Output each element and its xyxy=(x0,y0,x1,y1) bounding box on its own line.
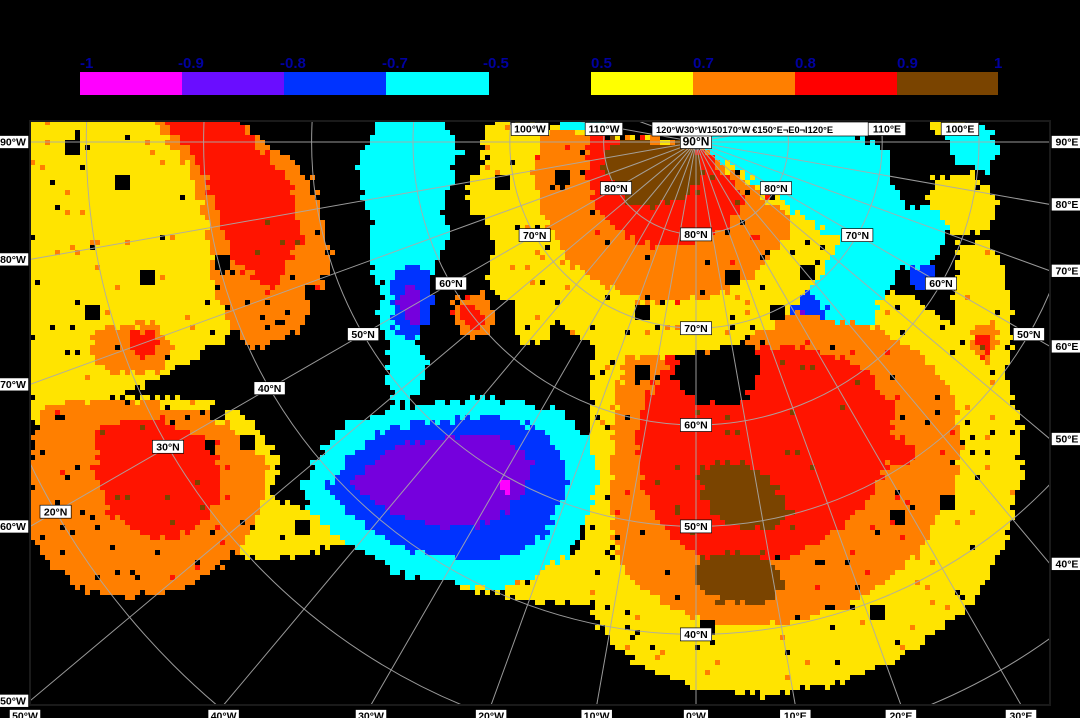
svg-text:-0.7: -0.7 xyxy=(382,55,408,72)
svg-text:10°W: 10°W xyxy=(584,711,610,718)
svg-text:0.5: 0.5 xyxy=(591,55,612,72)
svg-text:0.7: 0.7 xyxy=(693,55,714,72)
svg-text:90°N: 90°N xyxy=(683,135,710,149)
svg-text:10°E: 10°E xyxy=(784,711,807,718)
svg-text:100°E: 100°E xyxy=(946,124,975,136)
svg-text:60°N: 60°N xyxy=(929,278,952,290)
svg-text:80°N: 80°N xyxy=(764,183,787,195)
svg-text:80°N: 80°N xyxy=(604,183,627,195)
svg-text:60°E: 60°E xyxy=(1056,341,1079,353)
svg-text:-0.5: -0.5 xyxy=(483,55,509,72)
svg-text:110°W: 110°W xyxy=(588,124,619,136)
svg-text:0.8: 0.8 xyxy=(795,55,816,72)
svg-text:110°E: 110°E xyxy=(873,124,901,136)
svg-text:70°N: 70°N xyxy=(523,230,546,242)
svg-text:60°N: 60°N xyxy=(439,278,462,290)
svg-text:120°W30°W150170°W €150°E¬E0¬I1: 120°W30°W150170°W €150°E¬E0¬I120°E xyxy=(656,125,833,135)
svg-text:-0.8: -0.8 xyxy=(280,55,306,72)
svg-text:0.9: 0.9 xyxy=(897,55,918,72)
svg-text:70°W: 70°W xyxy=(0,379,26,391)
svg-text:90°W: 90°W xyxy=(0,137,26,149)
svg-text:50°W: 50°W xyxy=(12,711,38,718)
svg-text:20°W: 20°W xyxy=(478,711,504,718)
svg-text:40°N: 40°N xyxy=(684,629,707,641)
svg-text:50°N: 50°N xyxy=(351,329,374,341)
svg-text:60°W: 60°W xyxy=(0,521,26,533)
svg-text:70°N: 70°N xyxy=(684,323,707,335)
svg-text:70°N: 70°N xyxy=(846,230,869,242)
svg-text:50°N: 50°N xyxy=(1017,329,1040,341)
svg-text:0°W: 0°W xyxy=(686,711,706,718)
svg-text:80°N: 80°N xyxy=(684,229,707,241)
svg-text:-0.9: -0.9 xyxy=(178,55,204,72)
svg-text:60°N: 60°N xyxy=(684,420,707,432)
svg-text:20°N: 20°N xyxy=(44,506,67,518)
svg-text:40°E: 40°E xyxy=(1056,559,1079,571)
svg-text:30°W: 30°W xyxy=(358,711,384,718)
svg-text:40°W: 40°W xyxy=(211,711,237,718)
svg-text:70°E: 70°E xyxy=(1056,266,1079,278)
svg-text:50°W: 50°W xyxy=(0,696,26,708)
svg-text:40°N: 40°N xyxy=(258,383,281,395)
svg-text:80°E: 80°E xyxy=(1056,199,1079,211)
svg-text:90°E: 90°E xyxy=(1056,137,1079,149)
svg-text:20°E: 20°E xyxy=(889,711,912,718)
svg-text:50°E: 50°E xyxy=(1056,434,1079,446)
svg-text:80°W: 80°W xyxy=(0,254,26,266)
svg-text:1: 1 xyxy=(994,55,1002,72)
svg-text:30°E: 30°E xyxy=(1010,711,1033,718)
svg-text:-1: -1 xyxy=(80,55,93,72)
svg-text:50°N: 50°N xyxy=(684,521,707,533)
svg-text:100°W: 100°W xyxy=(514,124,546,136)
svg-text:30°N: 30°N xyxy=(156,442,179,454)
